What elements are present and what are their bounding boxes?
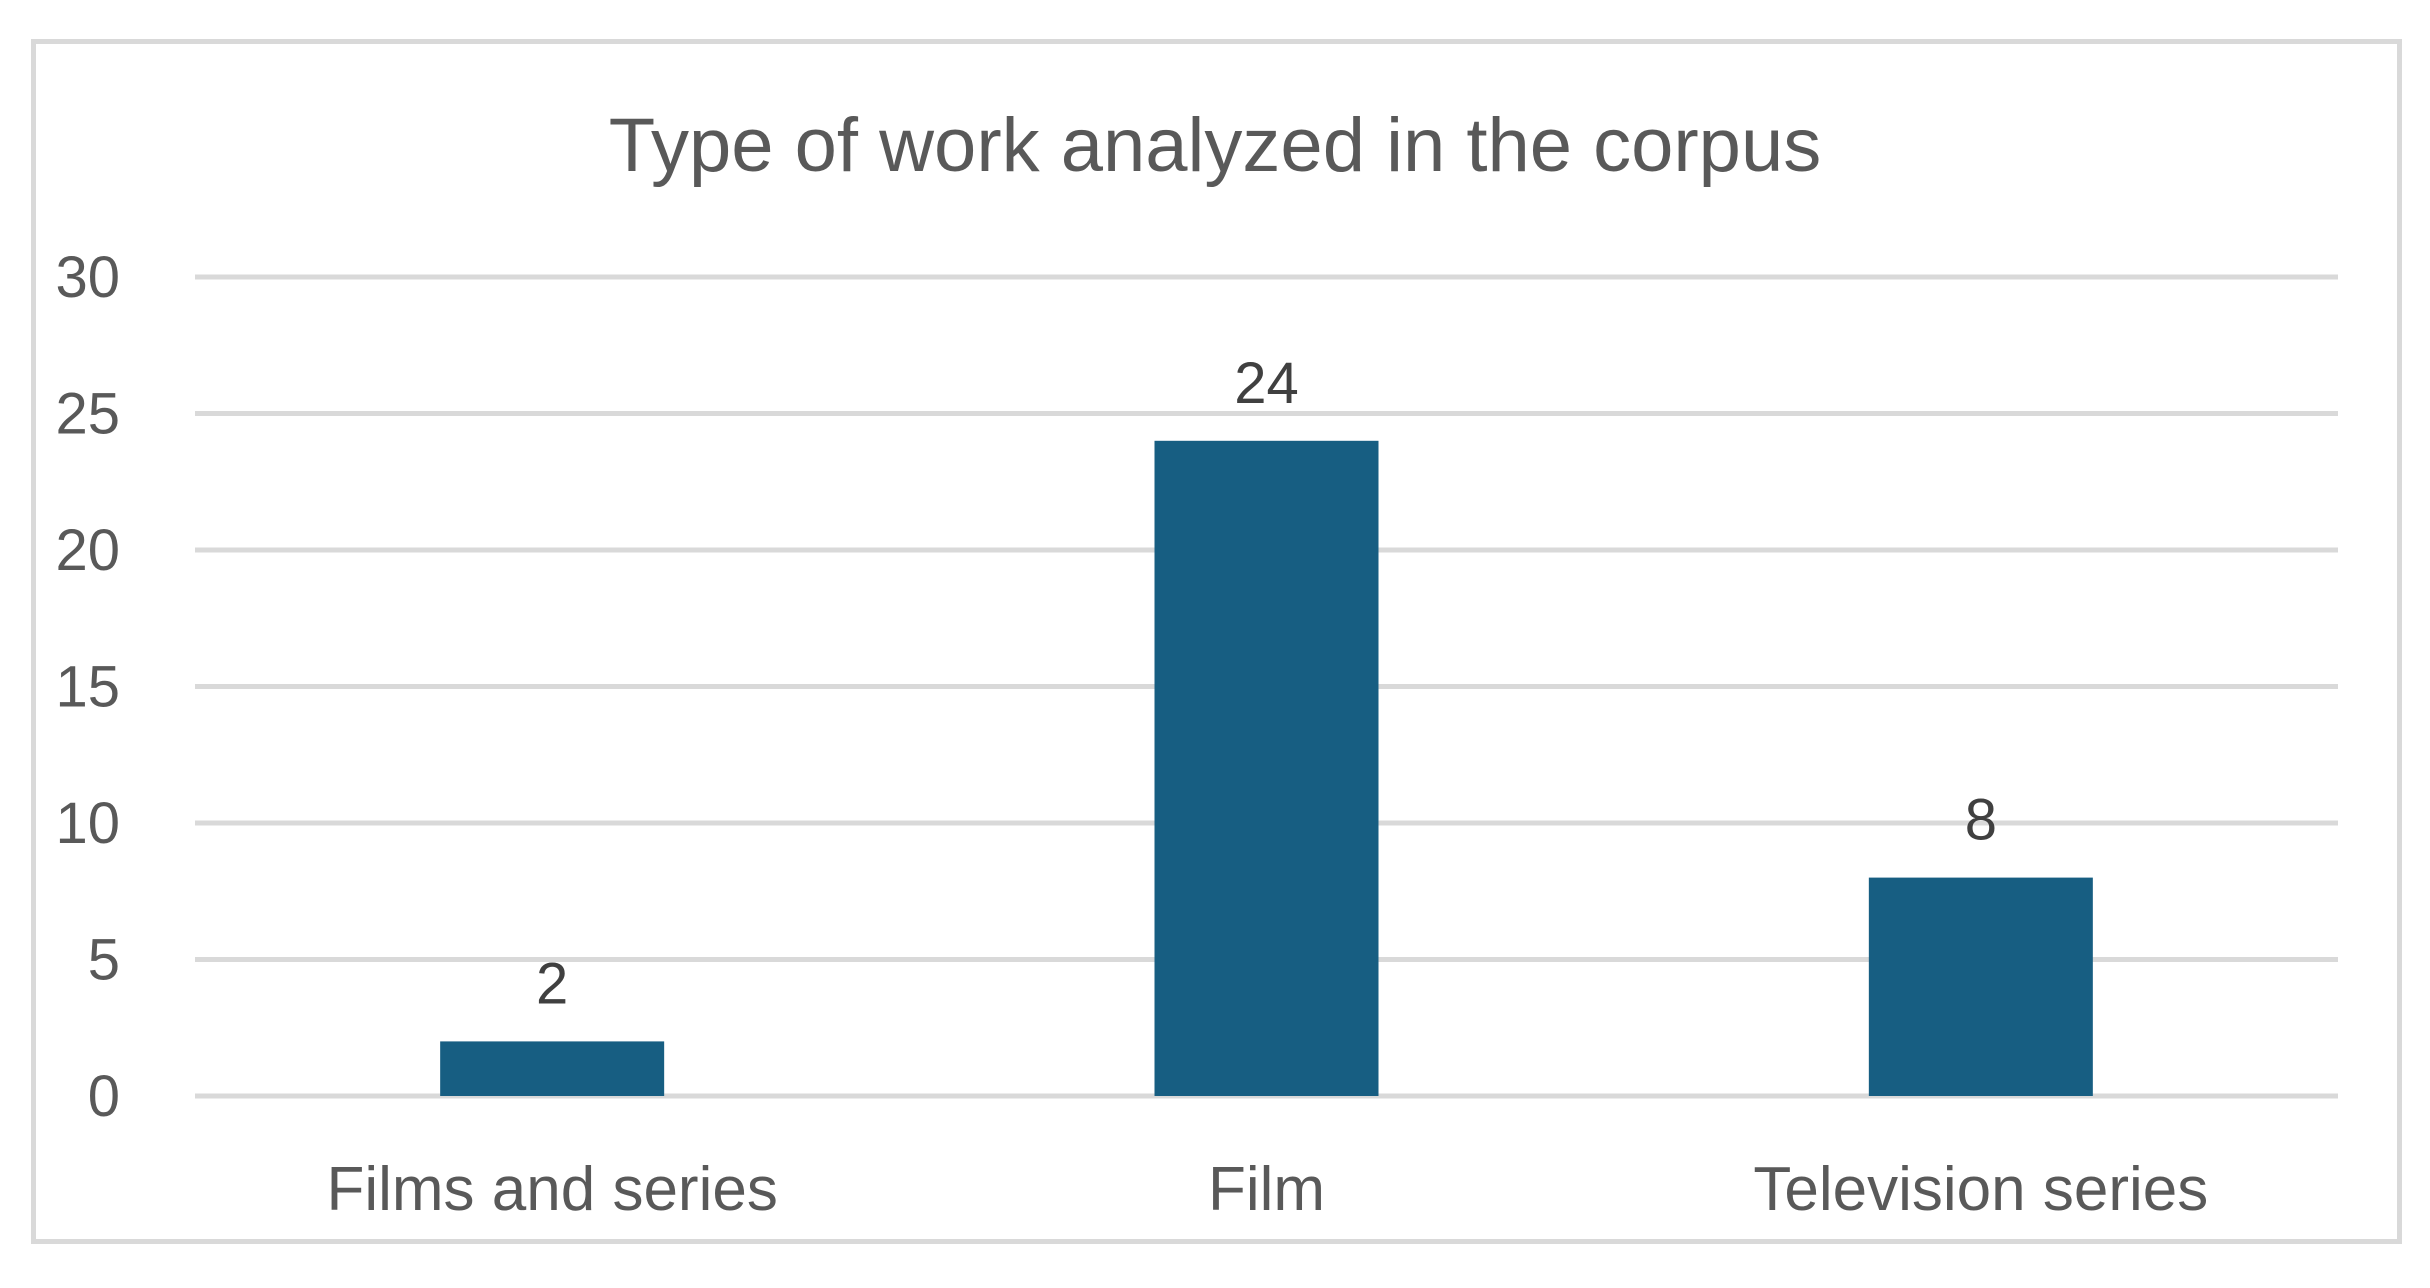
bar-1 — [1154, 440, 1379, 1096]
y-tick-label-0: 0 — [88, 1064, 120, 1129]
data-label-1: 24 — [1234, 351, 1299, 416]
x-axis-categories: Films and series Film Television series — [326, 1155, 2208, 1224]
data-label-0: 2 — [536, 951, 568, 1016]
y-tick-label-10: 10 — [55, 791, 120, 856]
category-label-1: Film — [1208, 1155, 1325, 1224]
bar-2 — [1868, 877, 2093, 1096]
category-label-0: Films and series — [326, 1155, 777, 1224]
category-label-2: Television series — [1753, 1155, 2208, 1224]
bar-0 — [440, 1041, 665, 1096]
bars — [440, 440, 2093, 1096]
y-tick-label-5: 5 — [88, 928, 120, 993]
y-tick-label-30: 30 — [55, 245, 120, 310]
chart-title: Type of work analyzed in the corpus — [608, 103, 1822, 188]
data-label-2: 8 — [1965, 788, 1997, 853]
y-tick-label-20: 20 — [55, 518, 120, 583]
data-labels: 2 24 8 — [536, 351, 1997, 1017]
y-tick-label-15: 15 — [55, 655, 120, 720]
y-axis-ticks: 0 5 10 15 20 25 30 — [55, 245, 120, 1129]
y-tick-label-25: 25 — [55, 382, 120, 447]
